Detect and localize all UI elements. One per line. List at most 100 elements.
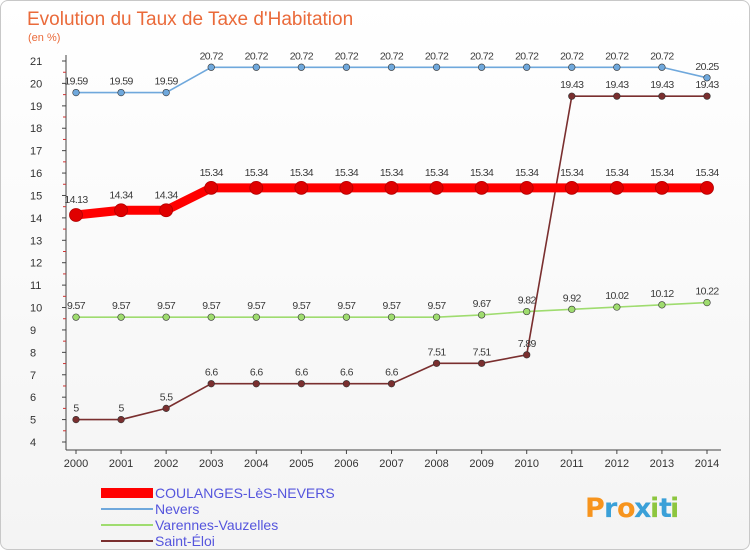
data-point xyxy=(519,180,534,195)
x-tick-label: 2008 xyxy=(424,458,448,470)
data-label: 20.72 xyxy=(650,50,674,62)
data-point xyxy=(703,298,711,307)
x-tick-label: 2011 xyxy=(560,458,584,470)
y-tick-label: 14 xyxy=(30,213,42,225)
data-label: 14.34 xyxy=(109,189,133,201)
data-label: 6.6 xyxy=(385,367,399,379)
y-tick-label: 13 xyxy=(30,235,42,247)
data-label: 20.72 xyxy=(515,50,539,62)
data-label: 9.57 xyxy=(428,300,447,312)
x-tick-label: 2000 xyxy=(64,458,88,470)
data-label: 15.34 xyxy=(380,167,404,179)
data-point xyxy=(568,63,576,71)
data-label: 19.43 xyxy=(560,79,584,91)
data-label: 20.72 xyxy=(245,50,269,62)
logo-letter: t xyxy=(659,493,672,524)
y-tick-label: 7 xyxy=(30,370,36,382)
legend-label: COULANGES-LèS-NEVERS xyxy=(155,485,335,501)
chart-title: Evolution du Taux de Taxe d'Habitation xyxy=(27,9,353,30)
data-point xyxy=(117,89,125,97)
x-tick-label: 2013 xyxy=(650,458,674,470)
y-tick-label: 20 xyxy=(30,78,42,90)
data-label: 15.34 xyxy=(695,167,719,179)
y-tick-label: 9 xyxy=(30,325,36,337)
y-tick-label: 8 xyxy=(30,347,36,359)
legend-label: Varennes-Vauzelles xyxy=(155,517,278,533)
data-point xyxy=(609,180,624,195)
data-label: 10.12 xyxy=(650,288,674,300)
data-point xyxy=(655,180,669,195)
data-point xyxy=(342,380,351,388)
y-tick-label: 12 xyxy=(30,258,42,270)
data-point xyxy=(117,415,125,424)
data-point xyxy=(339,180,354,195)
data-label: 9.92 xyxy=(563,292,582,304)
data-label: 15.34 xyxy=(515,167,539,179)
data-labels: 19.59 19.59 19.59 20.72 20.72 20.72 20.72 20.72… xyxy=(64,50,720,415)
legend-label: Nevers xyxy=(155,501,199,517)
x-tick-label: 2002 xyxy=(154,458,178,470)
data-point xyxy=(114,203,128,218)
data-label: 9.57 xyxy=(292,300,311,312)
data-label: 7.51 xyxy=(473,346,492,358)
logo-letter: o xyxy=(617,493,636,524)
data-point xyxy=(387,380,396,388)
data-point xyxy=(613,303,621,311)
data-point xyxy=(207,313,215,321)
axes: 4 5 6 7 8 9 10 11 12 13 14 15 16 17 18 19 20 21 2000 2001 20… xyxy=(30,55,721,470)
data-point xyxy=(432,313,441,321)
data-point xyxy=(613,92,621,100)
data-label: 20.72 xyxy=(200,50,224,62)
logo-letter: P xyxy=(585,493,605,524)
data-point xyxy=(207,63,215,71)
data-label: 9.57 xyxy=(247,300,266,312)
data-label: 15.34 xyxy=(560,167,584,179)
data-label: 7.51 xyxy=(428,346,447,358)
chart-subtitle: (en %) xyxy=(28,32,60,44)
data-point xyxy=(252,380,260,388)
y-tick-label: 18 xyxy=(30,123,42,135)
logo-letter: i xyxy=(670,493,679,524)
data-point xyxy=(162,313,170,321)
x-tick-label: 2006 xyxy=(334,458,358,470)
data-point xyxy=(478,311,486,319)
data-label: 9.57 xyxy=(202,300,221,312)
data-label: 20.25 xyxy=(695,61,719,73)
y-tick-label: 4 xyxy=(30,437,36,449)
data-label: 15.34 xyxy=(200,167,224,179)
data-point xyxy=(342,313,351,321)
data-point xyxy=(204,180,219,195)
data-label: 15.34 xyxy=(335,167,359,179)
data-point xyxy=(564,180,579,195)
x-tick-label: 2010 xyxy=(514,458,538,470)
data-label: 15.34 xyxy=(605,167,629,179)
data-label: 6.6 xyxy=(205,367,219,379)
data-label: 6.6 xyxy=(340,367,354,379)
x-tick-label: 2004 xyxy=(244,458,268,470)
data-point xyxy=(252,63,260,71)
data-label: 20.72 xyxy=(380,50,404,62)
data-label: 19.59 xyxy=(64,76,88,88)
data-point xyxy=(207,380,215,388)
data-point xyxy=(162,89,170,97)
data-label: 20.72 xyxy=(425,50,449,62)
data-label: 19.43 xyxy=(650,79,674,91)
data-point xyxy=(387,313,396,321)
data-point xyxy=(249,180,264,195)
data-point xyxy=(658,301,666,309)
y-tick-label: 10 xyxy=(30,303,42,315)
data-point xyxy=(703,92,711,100)
data-point xyxy=(523,351,531,359)
data-point xyxy=(72,313,80,321)
data-label: 7.89 xyxy=(518,338,537,350)
data-label: 5 xyxy=(73,403,79,415)
y-tick-label: 17 xyxy=(30,146,42,158)
y-tick-label: 19 xyxy=(30,101,42,113)
legend-label: Saint-Éloi xyxy=(155,533,215,549)
data-point xyxy=(342,63,351,71)
data-point xyxy=(297,313,305,321)
data-label: 20.72 xyxy=(290,50,314,62)
data-label: 9.82 xyxy=(518,295,537,307)
